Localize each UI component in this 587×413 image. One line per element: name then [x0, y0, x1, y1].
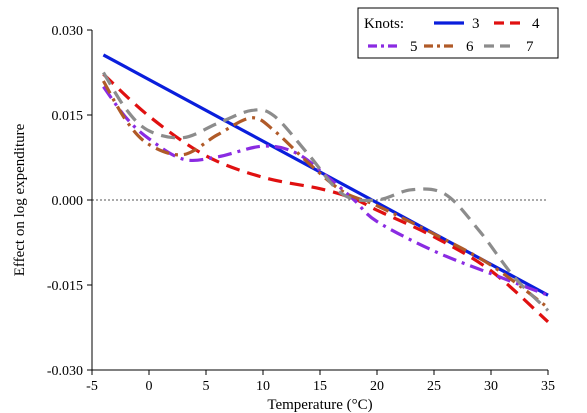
x-tick-label: 25	[427, 379, 441, 394]
series-line-knots-7	[102, 71, 550, 312]
series-line-knots-5	[102, 85, 549, 297]
legend: Knots: 3 4 5 6 7	[357, 7, 559, 59]
x-tick-label: 0	[146, 379, 153, 394]
x-tick-label: 10	[256, 379, 270, 394]
y-tick-label: 0.000	[52, 194, 84, 209]
series-line-knots-6	[102, 80, 549, 309]
y-tick-label: -0.015	[47, 279, 83, 294]
x-tick-label: 35	[541, 379, 555, 394]
x-tick-label: -5	[86, 379, 98, 394]
y-tick-label: -0.030	[47, 364, 83, 379]
x-tick-label: 30	[484, 379, 498, 394]
y-tick-label: 0.015	[52, 109, 84, 124]
y-tick-label: 0.030	[52, 24, 84, 39]
legend-label-knots-3: 3	[472, 16, 480, 32]
legend-label-knots-4: 4	[532, 16, 540, 32]
series-line-knots-4	[102, 73, 550, 324]
legend-label-knots-5: 5	[410, 39, 418, 55]
x-tick-label: 15	[313, 379, 327, 394]
legend-label-knots-6: 6	[466, 39, 474, 55]
axes-layer: -5 0 5 10 15 20 25 30 35 0.030 0.015 0.000 -0.015 -0.…	[47, 24, 555, 394]
x-tick-label: 5	[203, 379, 210, 394]
legend-label-knots-7: 7	[526, 39, 534, 55]
x-tick-label: 20	[370, 379, 384, 394]
series-layer	[102, 53, 550, 324]
x-axis-title: Temperature (°C)	[267, 397, 372, 413]
legend-box	[357, 7, 559, 59]
legend-title: Knots:	[364, 16, 404, 32]
y-axis-title: Effect on log expenditure	[12, 123, 28, 276]
